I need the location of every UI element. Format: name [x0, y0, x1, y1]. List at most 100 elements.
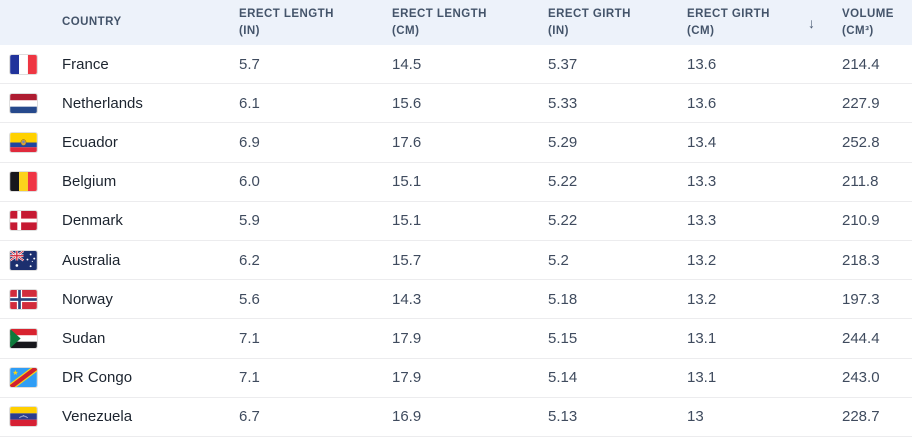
cell-erect-girth-in: 5.22	[548, 212, 578, 230]
cell-country: Denmark	[0, 202, 239, 240]
cell-erect-girth-in: 5.33	[548, 94, 578, 112]
flag-norway-icon	[10, 289, 37, 309]
country-name: Norway	[62, 290, 113, 308]
cell-erect-girth-in: 5.14	[548, 369, 578, 387]
cell-volume-cm3: 243.0	[842, 369, 880, 387]
header-label: VOLUME (CM³)	[842, 8, 894, 37]
cell-erect-girth-in: 5.13	[548, 408, 578, 426]
cell-erect-length-cm: 17.9	[392, 329, 422, 347]
cell-country: Norway	[0, 280, 239, 318]
cell-erect-length-cm: 17.6	[392, 133, 422, 151]
table-row: Belgium 6.0 15.1 5.22 13.3 211.8	[0, 162, 912, 202]
cell-erect-length-in: 7.1	[239, 369, 260, 387]
cell-erect-length-in: 6.9	[239, 133, 260, 151]
table-row: Venezuela 6.7 16.9 5.13 13 228.7	[0, 397, 912, 437]
table-row: Australia 6.2 15.7 5.2 13.2 218.3	[0, 240, 912, 281]
flag-denmark-icon	[10, 211, 37, 231]
table-row: DR Congo 7.1 17.9 5.14 13.1 243.0	[0, 358, 912, 398]
cell-volume-cm3: 218.3	[842, 251, 880, 269]
cell-erect-length-in: 7.1	[239, 329, 260, 347]
cell-erect-girth-in: 5.29	[548, 133, 578, 151]
cell-erect-girth-cm: 13.1	[687, 369, 717, 387]
header-cell-erect-length-in[interactable]: ERECT LENGTH (IN)	[239, 0, 392, 45]
cell-erect-length-in: 6.0	[239, 173, 260, 191]
flag-ecuador-icon	[10, 132, 37, 152]
cell-country: Netherlands	[0, 84, 239, 122]
cell-erect-girth-in: 5.2	[548, 251, 569, 269]
sort-descending-icon[interactable]: ↓	[808, 14, 815, 31]
table-header-row: COUNTRY ERECT LENGTH (IN) ERECT LENGTH (CM…	[0, 0, 912, 45]
cell-country: Venezuela	[0, 398, 239, 436]
country-name: Ecuador	[62, 133, 118, 151]
cell-country: Belgium	[0, 163, 239, 201]
cell-volume-cm3: 197.3	[842, 290, 880, 308]
flag-sudan-icon	[10, 328, 37, 348]
cell-volume-cm3: 252.8	[842, 133, 880, 151]
cell-erect-length-in: 6.7	[239, 408, 260, 426]
cell-erect-length-in: 5.9	[239, 212, 260, 230]
cell-erect-girth-cm: 13.2	[687, 251, 717, 269]
country-name: DR Congo	[62, 369, 133, 387]
country-name: Australia	[62, 251, 121, 269]
table-body: France 5.7 14.5 5.37 13.6 214.4 Netherlands 6.1…	[0, 45, 912, 437]
cell-country: France	[0, 45, 239, 83]
flag-venezuela-icon	[10, 407, 37, 427]
country-name: Denmark	[62, 212, 123, 230]
cell-erect-length-in: 5.6	[239, 290, 260, 308]
header-cell-erect-girth-cm[interactable]: ERECT GIRTH (CM) ↓	[687, 0, 842, 45]
table-row: Ecuador 6.9 17.6 5.29 13.4 252.8	[0, 123, 912, 163]
cell-country: Ecuador	[0, 123, 239, 161]
flag-netherlands-icon	[10, 93, 37, 113]
cell-erect-length-in: 5.7	[239, 55, 260, 73]
country-name: Sudan	[62, 329, 106, 347]
cell-erect-girth-in: 5.22	[548, 173, 578, 191]
cell-volume-cm3: 227.9	[842, 94, 880, 112]
header-cell-volume-cm3[interactable]: VOLUME (CM³)	[842, 0, 912, 45]
table-row: Denmark 5.9 15.1 5.22 13.3 210.9	[0, 201, 912, 241]
cell-erect-length-cm: 17.9	[392, 369, 422, 387]
cell-volume-cm3: 211.8	[842, 173, 879, 191]
cell-erect-length-cm: 14.5	[392, 55, 422, 73]
header-cell-erect-girth-in[interactable]: ERECT GIRTH (IN)	[548, 0, 687, 45]
cell-erect-girth-cm: 13.6	[687, 94, 717, 112]
country-name: Netherlands	[62, 94, 143, 112]
cell-erect-length-cm: 15.6	[392, 94, 422, 112]
country-name: France	[62, 55, 109, 73]
cell-erect-girth-cm: 13.4	[687, 133, 717, 151]
table-row: France 5.7 14.5 5.37 13.6 214.4	[0, 45, 912, 85]
cell-erect-girth-in: 5.15	[548, 329, 578, 347]
country-name: Venezuela	[62, 408, 133, 426]
cell-erect-length-cm: 15.1	[392, 212, 422, 230]
country-name: Belgium	[62, 173, 117, 191]
table-row: Sudan 7.1 17.9 5.15 13.1 244.4	[0, 319, 912, 359]
cell-volume-cm3: 244.4	[842, 329, 880, 347]
cell-volume-cm3: 210.9	[842, 212, 880, 230]
header-label: ERECT LENGTH (CM)	[392, 8, 487, 37]
cell-erect-girth-cm: 13.1	[687, 329, 717, 347]
cell-erect-length-cm: 16.9	[392, 408, 422, 426]
cell-erect-girth-cm: 13.3	[687, 173, 717, 191]
flag-france-icon	[10, 54, 37, 74]
cell-erect-length-cm: 15.7	[392, 251, 422, 269]
header-label: ERECT GIRTH (IN)	[548, 8, 631, 37]
flag-australia-icon	[10, 250, 37, 270]
flag-dr-congo-icon	[10, 368, 37, 388]
header-label: ERECT LENGTH (IN)	[239, 8, 334, 37]
cell-erect-girth-cm: 13.3	[687, 212, 717, 230]
header-cell-country[interactable]: COUNTRY	[0, 0, 239, 45]
header-label: COUNTRY	[62, 16, 122, 29]
cell-erect-length-in: 6.2	[239, 251, 260, 269]
header-label: ERECT GIRTH (CM)	[687, 8, 770, 37]
cell-erect-girth-cm: 13	[687, 408, 704, 426]
table-row: Norway 5.6 14.3 5.18 13.2 197.3	[0, 280, 912, 320]
cell-erect-length-cm: 14.3	[392, 290, 422, 308]
cell-country: DR Congo	[0, 359, 239, 397]
table-row: Netherlands 6.1 15.6 5.33 13.6 227.9	[0, 84, 912, 124]
header-cell-erect-length-cm[interactable]: ERECT LENGTH (CM)	[392, 0, 548, 45]
cell-country: Sudan	[0, 319, 239, 357]
cell-erect-length-in: 6.1	[239, 94, 260, 112]
cell-erect-length-cm: 15.1	[392, 173, 422, 191]
cell-erect-girth-in: 5.18	[548, 290, 578, 308]
cell-erect-girth-cm: 13.6	[687, 55, 717, 73]
